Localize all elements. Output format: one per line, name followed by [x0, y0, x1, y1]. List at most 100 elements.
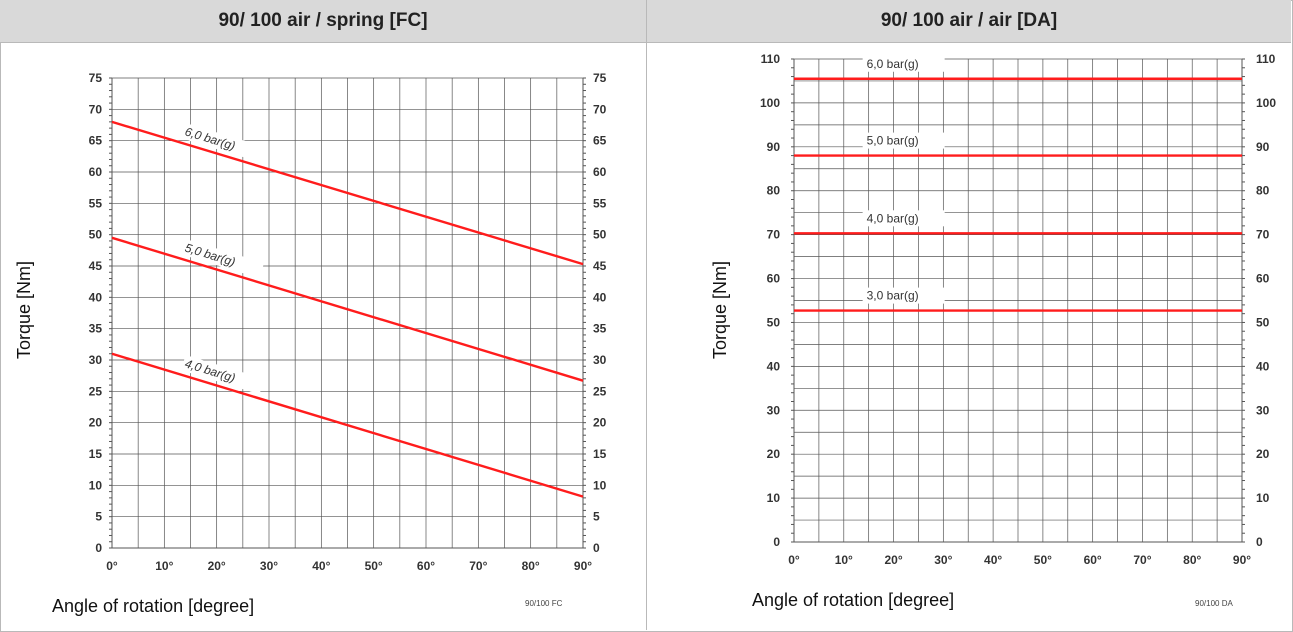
series-line [111, 352, 584, 498]
y-tick-label-left: 60 [89, 165, 103, 179]
chart-source-label: 90/100 DA [1195, 599, 1233, 608]
series-line [111, 120, 584, 266]
x-tick-label: 10° [155, 559, 173, 573]
x-tick-label: 70° [469, 559, 487, 573]
y-tick-label-right: 110 [1256, 52, 1276, 66]
y-tick-label-left: 80 [767, 184, 781, 198]
y-tick-label-left: 20 [767, 447, 781, 461]
y-tick-label-right: 15 [593, 447, 607, 461]
x-tick-label: 40° [984, 553, 1002, 567]
y-tick-label-left: 55 [89, 196, 103, 210]
y-tick-label-right: 20 [1256, 447, 1270, 461]
y-tick-label-left: 30 [89, 353, 103, 367]
x-axis-title: Angle of rotation [degree] [52, 596, 254, 616]
series-label-bg [862, 132, 945, 149]
series-label: 5,0 bar(g) [867, 134, 919, 148]
y-tick-label-right: 45 [593, 259, 607, 273]
y-tick-label-left: 40 [767, 359, 781, 373]
x-tick-label: 50° [365, 559, 383, 573]
y-tick-label-left: 110 [761, 52, 781, 66]
series-label: 4,0 bar(g) [183, 356, 237, 385]
y-tick-label-right: 60 [593, 165, 607, 179]
y-tick-label-right: 35 [593, 322, 607, 336]
y-tick-label-right: 65 [593, 134, 607, 148]
y-axis-title: Torque [Nm] [710, 261, 730, 359]
y-tick-label-right: 60 [1256, 272, 1270, 286]
y-tick-label-right: 90 [1256, 140, 1270, 154]
series-label: 5,0 bar(g) [183, 241, 237, 270]
y-tick-label-right: 10 [593, 478, 607, 492]
y-tick-label-right: 70 [1256, 228, 1270, 242]
x-tick-label: 60° [1084, 553, 1102, 567]
y-tick-label-left: 0 [773, 535, 780, 549]
y-tick-label-right: 75 [593, 71, 607, 85]
x-tick-label: 20° [884, 553, 902, 567]
y-tick-label-right: 30 [593, 353, 607, 367]
series-label-bg [180, 354, 265, 395]
series-label-bg [862, 55, 945, 72]
x-tick-label: 30° [260, 559, 278, 573]
x-tick-label: 70° [1133, 553, 1151, 567]
series-label-bg [180, 122, 265, 163]
x-tick-label: 40° [312, 559, 330, 573]
x-tick-label: 10° [835, 553, 853, 567]
chart-source-label: 90/100 FC [525, 599, 563, 608]
y-tick-label-left: 75 [89, 71, 103, 85]
y-tick-label-right: 25 [593, 384, 607, 398]
series-label: 6,0 bar(g) [183, 125, 237, 153]
y-tick-label-right: 10 [1256, 491, 1270, 505]
x-tick-label: 0° [106, 559, 118, 573]
series-label-bg [862, 287, 945, 304]
y-tick-label-right: 0 [593, 541, 600, 555]
panel-divider [646, 42, 647, 630]
y-tick-label-left: 10 [89, 478, 103, 492]
x-tick-label: 80° [522, 559, 540, 573]
y-tick-label-left: 0 [95, 541, 102, 555]
y-tick-label-right: 0 [1256, 535, 1263, 549]
right-chart-header: 90/ 100 air / air [DA] [647, 0, 1291, 43]
y-tick-label-right: 20 [593, 416, 607, 430]
y-tick-label-left: 20 [89, 416, 103, 430]
x-tick-label: 80° [1183, 553, 1201, 567]
y-tick-label-left: 5 [95, 510, 102, 524]
y-tick-label-left: 35 [89, 322, 103, 336]
y-tick-label-right: 50 [593, 228, 607, 242]
y-tick-label-right: 80 [1256, 184, 1270, 198]
series-label-bg [862, 210, 945, 227]
y-tick-label-left: 70 [767, 228, 781, 242]
y-tick-label-left: 100 [760, 96, 780, 110]
series-label-bg [180, 239, 265, 279]
y-tick-label-left: 15 [89, 447, 103, 461]
y-tick-label-left: 70 [89, 102, 103, 116]
y-tick-label-left: 40 [89, 290, 103, 304]
x-tick-label: 0° [788, 553, 800, 567]
x-axis-title: Angle of rotation [degree] [752, 590, 954, 610]
y-tick-label-right: 30 [1256, 403, 1270, 417]
left-chart-header: 90/ 100 air / spring [FC] [0, 0, 647, 43]
y-tick-label-left: 50 [89, 228, 103, 242]
y-tick-label-left: 60 [767, 272, 781, 286]
y-tick-label-left: 65 [89, 134, 103, 148]
series-line [111, 236, 584, 382]
y-tick-label-right: 40 [593, 290, 607, 304]
y-tick-label-left: 25 [89, 384, 103, 398]
chart-da: 0° 10° 20° 30° 40° 50° 60° 70° 80° 90° 0 0 10 10 20 20 3… [710, 52, 1276, 610]
y-tick-label-right: 40 [1256, 359, 1270, 373]
series-label: 4,0 bar(g) [867, 211, 919, 225]
x-tick-label: 50° [1034, 553, 1052, 567]
series-label: 6,0 bar(g) [867, 57, 919, 71]
series-label: 3,0 bar(g) [867, 289, 919, 303]
y-tick-label-right: 100 [1256, 96, 1276, 110]
y-tick-label-left: 50 [767, 315, 781, 329]
y-tick-label-right: 50 [1256, 315, 1270, 329]
y-axis-title: Torque [Nm] [14, 261, 34, 359]
x-tick-label: 30° [934, 553, 952, 567]
y-tick-label-right: 55 [593, 196, 607, 210]
y-tick-label-left: 90 [767, 140, 781, 154]
y-tick-label-left: 30 [767, 403, 781, 417]
y-tick-label-right: 5 [593, 510, 600, 524]
x-tick-label: 20° [208, 559, 226, 573]
